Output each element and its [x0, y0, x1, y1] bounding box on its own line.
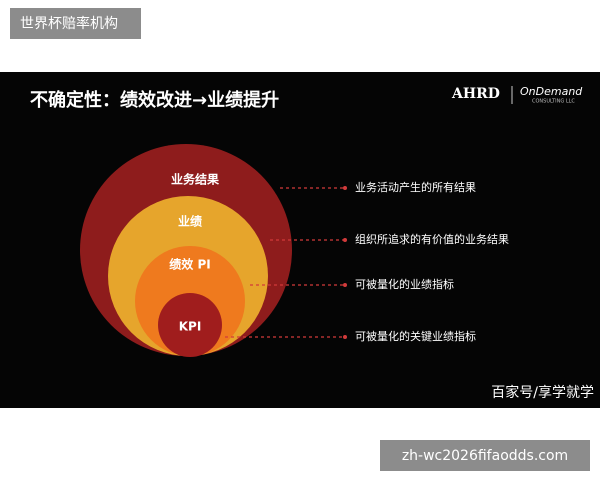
logo-ahrd: AHRD: [451, 86, 500, 102]
description: 业务活动产生的所有结果: [355, 180, 476, 194]
dot: [343, 238, 347, 242]
slide-title: 不确定性：绩效改进→业绩提升: [30, 89, 279, 111]
connectors: [225, 187, 345, 338]
circle-label: 业绩: [178, 214, 202, 229]
circle-label: KPI: [179, 320, 202, 334]
connector-dots: [343, 186, 347, 339]
logo-consulting: CONSULTING LLC: [532, 99, 575, 105]
dot: [343, 186, 347, 190]
watermark: 百家号/享学就学: [491, 384, 594, 401]
header-label: 世界杯赔率机构: [20, 15, 118, 32]
circle-inner: [158, 293, 222, 357]
footer-box: [380, 440, 590, 471]
header-box: [10, 8, 141, 39]
dot: [343, 335, 347, 339]
circle-label: 绩效 PI: [169, 257, 210, 272]
logo-ondemand: OnDemand: [520, 85, 583, 98]
description: 组织所追求的有价值的业务结果: [355, 232, 509, 246]
footer-url: zh-wc2026fifaodds.com: [402, 448, 568, 464]
description: 可被量化的业绩指标: [355, 277, 454, 291]
description: 可被量化的关键业绩指标: [355, 329, 476, 343]
circle-label: 业务结果: [171, 172, 219, 187]
dot: [343, 283, 347, 287]
